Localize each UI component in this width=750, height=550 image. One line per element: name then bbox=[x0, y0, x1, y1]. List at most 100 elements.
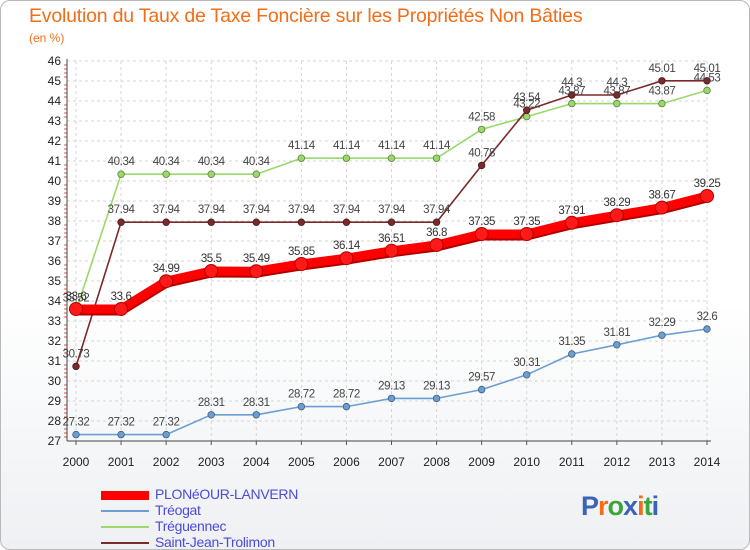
data-point bbox=[477, 125, 486, 134]
data-label: 29.13 bbox=[423, 380, 450, 392]
data-point bbox=[297, 154, 306, 162]
data-label: 41.14 bbox=[378, 140, 406, 152]
data-label: 37.94 bbox=[243, 204, 271, 216]
data-point bbox=[613, 91, 621, 99]
data-label: 40.34 bbox=[243, 156, 271, 168]
data-point bbox=[564, 215, 579, 230]
legend-label: Saint-Jean-Trolimon bbox=[155, 534, 275, 550]
y-tick-label: 34 bbox=[48, 294, 62, 308]
data-point bbox=[703, 86, 711, 95]
data-label: 43.87 bbox=[649, 86, 676, 98]
data-label: 40.34 bbox=[198, 156, 226, 168]
series-0 bbox=[69, 189, 714, 316]
x-tick-label: 2012 bbox=[604, 455, 631, 469]
data-point bbox=[568, 99, 576, 108]
chart-unit: (en %) bbox=[29, 31, 65, 45]
x-tick-label: 2000 bbox=[63, 455, 90, 469]
data-point bbox=[658, 99, 666, 108]
data-label: 37.94 bbox=[378, 204, 406, 216]
data-label: 45.01 bbox=[649, 63, 676, 75]
data-point bbox=[432, 218, 441, 226]
data-point bbox=[568, 91, 576, 99]
series-3 bbox=[72, 77, 711, 371]
y-tick-label: 46 bbox=[48, 54, 62, 68]
data-point bbox=[609, 208, 624, 223]
data-label: 41.14 bbox=[423, 140, 451, 152]
proxiti-logo: Proxiti bbox=[581, 491, 659, 521]
data-point bbox=[297, 402, 306, 411]
data-point bbox=[117, 430, 125, 439]
data-point bbox=[294, 257, 309, 271]
data-label: 32.29 bbox=[649, 317, 676, 329]
data-point bbox=[477, 385, 486, 394]
y-tick-label: 41 bbox=[48, 154, 62, 168]
data-label: 38.29 bbox=[603, 197, 630, 209]
data-point bbox=[207, 170, 215, 178]
data-label: 37.91 bbox=[558, 205, 585, 217]
y-tick-label: 27 bbox=[48, 434, 62, 448]
data-label: 35.49 bbox=[243, 253, 270, 265]
data-label: 33.6 bbox=[66, 291, 87, 303]
data-point bbox=[162, 170, 170, 178]
data-point bbox=[700, 189, 714, 203]
data-label: 37.35 bbox=[468, 216, 495, 228]
data-point bbox=[387, 394, 396, 403]
data-label: 42.58 bbox=[468, 111, 495, 123]
data-label: 27.32 bbox=[63, 417, 90, 429]
x-tick-label: 2007 bbox=[378, 455, 405, 469]
legend-item: Saint-Jean-Trolimon bbox=[101, 534, 361, 550]
data-point bbox=[568, 350, 576, 358]
x-tick-label: 2002 bbox=[153, 455, 180, 469]
data-label: 43.54 bbox=[513, 92, 541, 104]
data-point bbox=[703, 77, 711, 85]
y-tick-label: 33 bbox=[48, 314, 62, 328]
data-point bbox=[339, 251, 354, 266]
data-point bbox=[523, 371, 531, 379]
legend-swatch bbox=[101, 542, 149, 544]
data-label: 39.25 bbox=[694, 178, 721, 190]
data-label: 41.14 bbox=[333, 140, 361, 152]
legend-label: PLONéOUR-LANVERN bbox=[155, 486, 299, 502]
x-tick-label: 2001 bbox=[108, 455, 135, 469]
data-point bbox=[117, 218, 125, 226]
data-point bbox=[252, 411, 260, 419]
data-point bbox=[519, 227, 534, 241]
legend-item: PLONéOUR-LANVERN bbox=[101, 486, 361, 503]
legend-swatch bbox=[101, 526, 149, 528]
chart-legend: PLONéOUR-LANVERN Tréogat Tréguennec Saint-J… bbox=[101, 486, 361, 550]
chart-title: Evolution du Taux de Taxe Foncière sur l… bbox=[29, 5, 583, 27]
data-point bbox=[384, 243, 399, 258]
data-point bbox=[207, 218, 215, 226]
data-label: 29.13 bbox=[378, 380, 405, 392]
y-tick-label: 40 bbox=[48, 174, 62, 188]
data-point bbox=[252, 218, 260, 226]
data-label: 43.22 bbox=[513, 99, 540, 111]
data-label: 36.8 bbox=[426, 227, 447, 239]
data-point bbox=[703, 325, 711, 333]
data-label: 44.53 bbox=[694, 72, 721, 84]
data-label: 33.6 bbox=[111, 291, 132, 303]
series-2 bbox=[72, 86, 711, 315]
data-point bbox=[474, 227, 489, 241]
data-point bbox=[432, 154, 441, 162]
y-tick-label: 44 bbox=[48, 94, 62, 108]
y-tick-label: 43 bbox=[48, 114, 62, 128]
x-tick-label: 2008 bbox=[423, 455, 450, 469]
data-label: 37.94 bbox=[288, 204, 316, 216]
x-tick-label: 2005 bbox=[288, 455, 315, 469]
y-tick-label: 45 bbox=[48, 74, 62, 88]
data-point bbox=[249, 264, 264, 279]
legend-item: Tréogat bbox=[101, 502, 361, 519]
data-point bbox=[204, 264, 219, 278]
data-point bbox=[654, 200, 669, 215]
legend-label: Tréguennec bbox=[155, 518, 227, 534]
data-label: 40.34 bbox=[153, 156, 181, 168]
data-point bbox=[613, 341, 621, 349]
y-tick-label: 38 bbox=[48, 214, 62, 228]
data-label: 35.5 bbox=[201, 253, 222, 265]
data-point bbox=[477, 161, 486, 170]
data-label: 36.51 bbox=[378, 233, 405, 245]
data-label: 35.85 bbox=[288, 246, 315, 258]
y-tick-label: 36 bbox=[48, 254, 62, 268]
data-point bbox=[342, 402, 351, 411]
